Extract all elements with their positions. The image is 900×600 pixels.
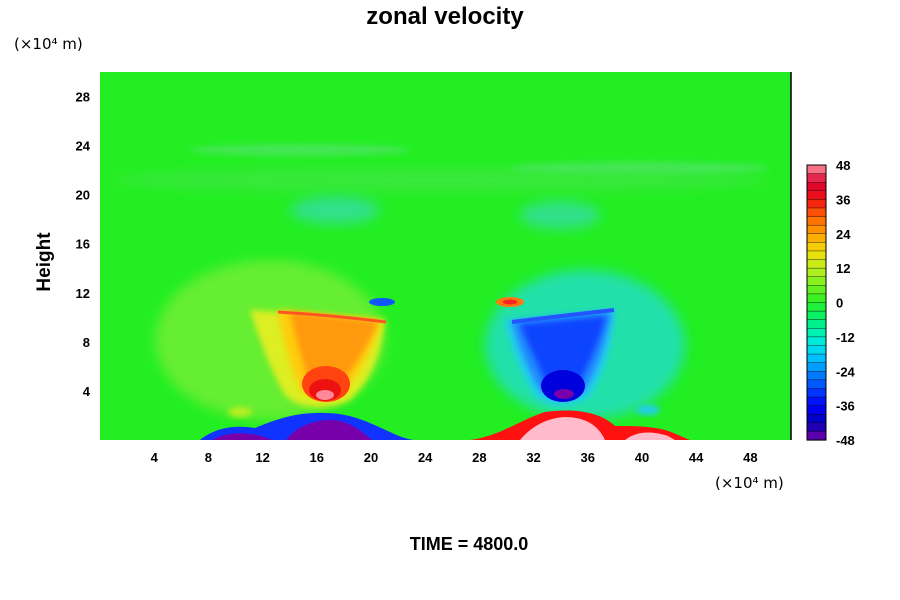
y-axis-unit: (×10⁴ m) xyxy=(14,35,83,53)
colorbar-tick-label: 12 xyxy=(836,261,850,276)
y-tick-label: 4 xyxy=(83,384,91,399)
colorbar-tick-label: 0 xyxy=(836,296,843,311)
colorbar-tick-label: 36 xyxy=(836,192,850,207)
contour-field xyxy=(110,144,770,440)
cool-core-min xyxy=(554,389,574,399)
colorbar-swatch xyxy=(806,371,827,381)
colorbar-swatch xyxy=(806,207,827,218)
x-tick-label: 16 xyxy=(310,450,324,465)
colorbar-swatch xyxy=(806,293,827,304)
x-tick-label: 24 xyxy=(418,450,433,465)
colorbar-swatch xyxy=(806,259,827,269)
colorbar-swatches xyxy=(806,164,827,441)
colorbar-swatch xyxy=(806,362,827,372)
colorbar-swatch xyxy=(806,379,827,390)
surface-yellow-spot xyxy=(228,407,252,417)
surface-cyan-spot xyxy=(636,405,660,415)
x-axis-ticks: 4 8 12 16 20 24 28 32 36 40 44 48 xyxy=(151,450,758,465)
colorbar-swatch xyxy=(806,233,827,243)
colorbar-swatch xyxy=(806,414,827,424)
colorbar-swatch xyxy=(806,181,827,192)
colorbar: 48 36 24 12 0 -12 -24 -36 -48 xyxy=(806,158,856,448)
upper-cyan-left xyxy=(290,196,380,224)
y-tick-label: 20 xyxy=(76,188,90,203)
small-blue-lobe xyxy=(369,298,395,306)
plot-area xyxy=(100,72,792,440)
surface-min-left xyxy=(212,433,272,440)
y-tick-label: 28 xyxy=(76,90,90,105)
x-tick-label: 48 xyxy=(743,450,757,465)
colorbar-swatch xyxy=(806,164,827,175)
colorbar-frame xyxy=(806,164,827,441)
small-red-lobe xyxy=(503,299,517,305)
colorbar-swatch xyxy=(806,199,827,209)
x-tick-label: 8 xyxy=(205,450,212,465)
colorbar-swatch xyxy=(806,276,827,286)
cool-deep-blue xyxy=(520,316,606,391)
surface-max-right xyxy=(625,432,675,440)
time-label: TIME = 4800.0 xyxy=(410,534,529,554)
colorbar-swatch xyxy=(806,302,827,312)
colorbar-tick-label: -36 xyxy=(836,399,855,414)
x-tick-label: 4 xyxy=(151,450,159,465)
cool-top-edge xyxy=(511,308,615,324)
colorbar-swatch xyxy=(806,173,827,183)
x-tick-label: 32 xyxy=(526,450,540,465)
colorbar-tick-label: 24 xyxy=(836,227,851,242)
x-tick-label: 28 xyxy=(472,450,486,465)
y-axis-label: Height xyxy=(34,232,55,292)
chart-title: zonal velocity xyxy=(366,3,524,30)
x-axis-unit: (×10⁴ m) xyxy=(715,474,784,492)
colorbar-swatch xyxy=(806,285,827,295)
upper-cyan-right xyxy=(520,201,600,229)
colorbar-swatch xyxy=(806,250,827,261)
y-tick-label: 8 xyxy=(83,335,90,350)
upper-band-left xyxy=(190,144,410,156)
colorbar-swatch xyxy=(806,388,827,398)
y-axis-ticks: 4 8 12 16 20 24 28 xyxy=(76,90,91,399)
x-tick-label: 44 xyxy=(689,450,704,465)
colorbar-swatch xyxy=(806,224,827,235)
x-tick-label: 20 xyxy=(364,450,378,465)
warm-core-max xyxy=(316,390,334,400)
colorbar-tick-label: -48 xyxy=(836,433,855,448)
colorbar-swatch xyxy=(806,396,827,407)
colorbar-swatch xyxy=(806,242,827,252)
colorbar-swatch xyxy=(806,405,827,415)
colorbar-swatch xyxy=(806,353,827,364)
colorbar-swatch xyxy=(806,190,827,200)
x-tick-label: 40 xyxy=(635,450,649,465)
x-tick-label: 12 xyxy=(255,450,269,465)
colorbar-swatch xyxy=(806,422,827,432)
upper-band-right xyxy=(510,162,770,174)
colorbar-swatch xyxy=(806,319,827,329)
colorbar-swatch xyxy=(806,345,827,355)
colorbar-swatch xyxy=(806,328,827,338)
colorbar-tick-label: -12 xyxy=(836,330,855,345)
surface-max xyxy=(520,417,605,440)
colorbar-swatch xyxy=(806,310,827,321)
colorbar-tick-label: 48 xyxy=(836,158,850,173)
y-tick-label: 12 xyxy=(76,286,90,301)
y-tick-label: 24 xyxy=(76,139,91,154)
colorbar-ticks: 48 36 24 12 0 -12 -24 -36 -48 xyxy=(836,158,856,448)
warm-top-edge xyxy=(277,310,387,324)
upper-band xyxy=(110,168,770,192)
colorbar-tick-label: -24 xyxy=(836,364,856,379)
y-tick-label: 16 xyxy=(76,237,90,252)
colorbar-swatch xyxy=(806,216,827,226)
x-tick-label: 36 xyxy=(581,450,595,465)
colorbar-swatch xyxy=(806,336,827,347)
surface-min xyxy=(286,420,372,440)
colorbar-swatch xyxy=(806,267,827,278)
colorbar-swatch xyxy=(806,431,827,441)
